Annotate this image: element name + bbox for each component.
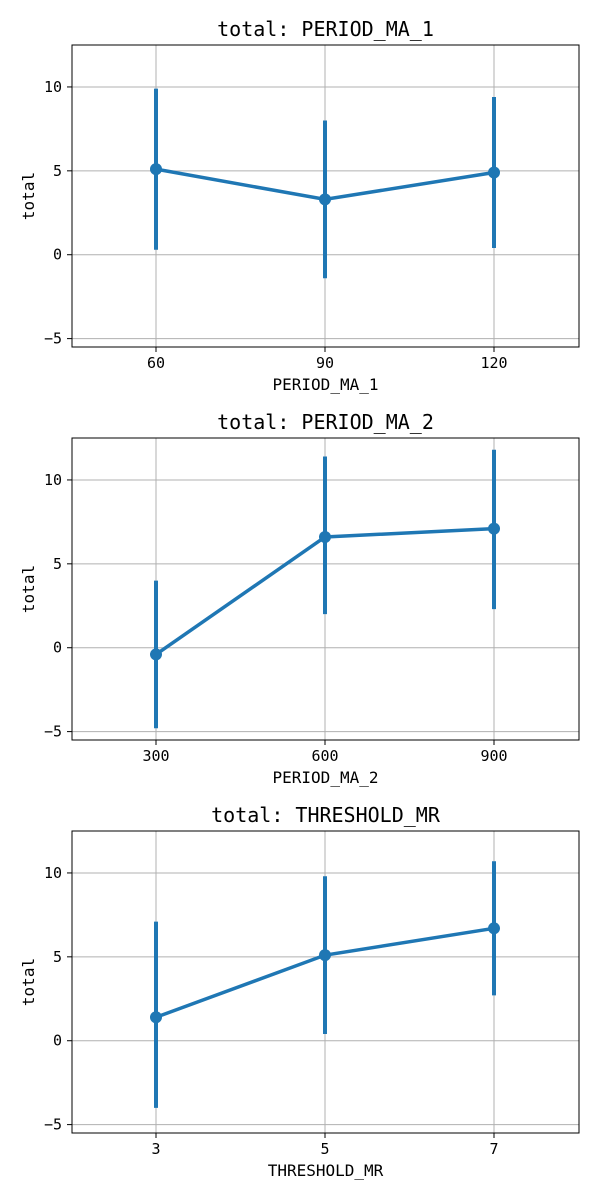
y-tick-label: −5 bbox=[44, 723, 62, 741]
x-tick-label: 7 bbox=[489, 1140, 498, 1158]
y-tick-label: −5 bbox=[44, 330, 62, 348]
x-axis-label: THRESHOLD_MR bbox=[268, 1161, 384, 1180]
plot-frame bbox=[71, 44, 580, 348]
y-tick-label: 10 bbox=[44, 78, 62, 96]
plot-frame bbox=[71, 437, 580, 741]
y-tick-label: 5 bbox=[53, 555, 62, 573]
chart-panel-3: total: THRESHOLD_MR −5 0 5 10 3 5 7 THRESHOLD_MR… bbox=[19, 803, 580, 1180]
x-axis-label: PERIOD_MA_1 bbox=[273, 375, 379, 394]
x-tick-label: 5 bbox=[320, 1140, 329, 1158]
data-point bbox=[319, 193, 331, 206]
data-point bbox=[488, 522, 500, 535]
y-axis-label: total bbox=[19, 958, 38, 1006]
x-tick-label: 60 bbox=[147, 354, 165, 372]
x-tick-label: 120 bbox=[480, 354, 507, 372]
chart-panel-2: total: PERIOD_MA_2 −5 0 5 10 300 600 900 PERIOD_… bbox=[19, 410, 580, 787]
x-tick-label: 90 bbox=[316, 354, 334, 372]
x-tick-label: 600 bbox=[311, 747, 338, 765]
data-point bbox=[488, 922, 500, 935]
x-tick-label: 300 bbox=[142, 747, 169, 765]
x-tick-label: 900 bbox=[480, 747, 507, 765]
y-axis-label: total bbox=[19, 172, 38, 220]
y-tick-label: 0 bbox=[53, 639, 62, 657]
x-axis-label: PERIOD_MA_2 bbox=[273, 768, 379, 787]
plot-frame bbox=[71, 830, 580, 1134]
data-point bbox=[150, 648, 162, 661]
x-tick-label: 3 bbox=[151, 1140, 160, 1158]
y-tick-label: 10 bbox=[44, 864, 62, 882]
chart-panel-1: total: PERIOD_MA_1 −5 0 5 10 60 90 120 PERIOD_MA… bbox=[19, 17, 580, 394]
chart-title: total: PERIOD_MA_1 bbox=[217, 17, 434, 41]
chart-title: total: PERIOD_MA_2 bbox=[217, 410, 434, 434]
y-tick-label: 0 bbox=[53, 1032, 62, 1050]
data-point bbox=[150, 1011, 162, 1024]
y-tick-label: 0 bbox=[53, 246, 62, 264]
y-tick-label: −5 bbox=[44, 1116, 62, 1134]
y-tick-label: 5 bbox=[53, 162, 62, 180]
chart-title: total: THRESHOLD_MR bbox=[211, 803, 441, 827]
y-tick-label: 5 bbox=[53, 948, 62, 966]
data-point bbox=[319, 949, 331, 962]
data-point bbox=[319, 530, 331, 543]
data-point bbox=[150, 163, 162, 176]
y-axis-label: total bbox=[19, 565, 38, 613]
y-tick-label: 10 bbox=[44, 471, 62, 489]
data-point bbox=[488, 166, 500, 179]
